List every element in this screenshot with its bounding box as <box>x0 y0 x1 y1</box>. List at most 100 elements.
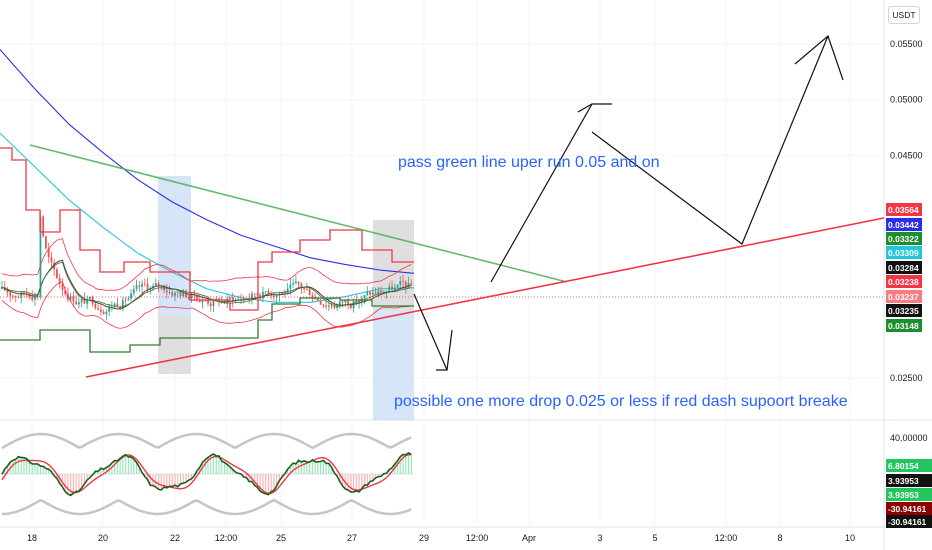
candle-body <box>130 293 132 299</box>
candle-body <box>174 292 176 296</box>
time-tick-8: Apr <box>522 533 536 543</box>
candle <box>292 278 295 288</box>
candle-body <box>113 303 116 307</box>
candle-body <box>396 284 399 288</box>
candle-body <box>31 296 34 300</box>
candle <box>102 309 105 315</box>
candle-body <box>78 302 80 305</box>
time-tick-9: 3 <box>597 533 602 543</box>
candle-body <box>292 283 295 285</box>
candle-body <box>56 269 58 278</box>
candle <box>14 295 17 303</box>
price-label-bg-5 <box>886 275 922 288</box>
candle-body <box>325 305 328 307</box>
candle-body <box>240 298 242 300</box>
candle <box>289 279 292 295</box>
candle <box>399 276 402 291</box>
candle-body <box>267 291 270 295</box>
candle-body <box>344 300 347 303</box>
candle <box>316 298 319 302</box>
candle <box>3 280 6 292</box>
candle-body <box>391 286 393 290</box>
candle-body <box>61 283 64 291</box>
osc-label-2: 3.93953 <box>888 490 919 500</box>
candle-body <box>297 281 300 284</box>
candle <box>108 304 111 317</box>
price-label-6: 0.03237 <box>888 292 919 302</box>
candle-body <box>1 286 3 289</box>
price-tick-0: 0.05500 <box>890 39 923 49</box>
candle <box>61 277 64 297</box>
projection-down-head <box>436 329 453 371</box>
annotation-pass-green-line: pass green line uper run 0.05 and on <box>398 154 660 171</box>
price-tick-3: 0.02500 <box>890 373 923 383</box>
candle-body <box>143 283 146 285</box>
candle <box>259 293 262 301</box>
candle <box>138 280 141 292</box>
candle-body <box>105 311 108 315</box>
candle <box>366 286 369 297</box>
candle <box>176 289 179 298</box>
candle <box>371 287 374 298</box>
candle-body <box>229 297 231 299</box>
osc-label-1: 3.93953 <box>888 476 919 486</box>
candle-body <box>289 284 292 289</box>
candle-body <box>358 301 360 303</box>
candle <box>286 283 289 295</box>
candle-body <box>83 298 86 304</box>
projection-main-head <box>794 34 844 81</box>
candle-body <box>185 292 187 298</box>
candle-body <box>237 298 240 300</box>
candle-body <box>369 292 371 295</box>
candle <box>262 286 264 303</box>
candle <box>303 287 306 294</box>
candle-body <box>72 296 75 302</box>
candle-body <box>305 289 308 290</box>
candle-body <box>58 277 61 284</box>
price-label-bg-3 <box>886 246 922 259</box>
candle-body <box>281 292 284 295</box>
candle <box>47 242 50 264</box>
candle <box>121 296 124 312</box>
time-tick-4: 25 <box>276 533 286 543</box>
candle-body <box>190 293 193 299</box>
candle <box>165 283 168 299</box>
candle <box>64 286 67 297</box>
candle <box>396 284 399 289</box>
osc-label-bg-4 <box>886 515 932 528</box>
candle-body <box>319 300 322 305</box>
candle-body <box>187 297 190 299</box>
candle-body <box>97 308 100 310</box>
ema-green <box>1 261 412 308</box>
candle <box>113 302 116 309</box>
time-tick-5: 27 <box>347 533 357 543</box>
candle-body <box>141 283 143 287</box>
candle-body <box>135 285 138 290</box>
candle <box>88 296 91 302</box>
candle <box>1 280 3 290</box>
candle-body <box>316 298 319 301</box>
candle-body <box>347 300 349 305</box>
candle-body <box>349 304 352 309</box>
candle <box>344 299 347 307</box>
candle <box>119 305 122 311</box>
price-tick-1: 0.05000 <box>890 95 923 105</box>
candle-body <box>196 295 198 301</box>
candle-body <box>179 292 182 297</box>
candle <box>264 291 267 295</box>
candle-body <box>86 298 89 304</box>
time-tick-3: 12:00 <box>215 533 238 543</box>
candle-body <box>322 304 325 306</box>
candle-body <box>212 300 215 307</box>
time-tick-0: 18 <box>27 533 37 543</box>
candle <box>402 274 404 289</box>
candle-body <box>127 298 130 301</box>
osc-label-4: -30.94161 <box>888 517 927 527</box>
osc-label-bg-1 <box>886 474 932 487</box>
currency-badge[interactable]: USDT <box>888 6 920 24</box>
candle-body <box>50 257 53 263</box>
ma-series-0 <box>0 49 415 274</box>
candle-body <box>377 290 380 294</box>
